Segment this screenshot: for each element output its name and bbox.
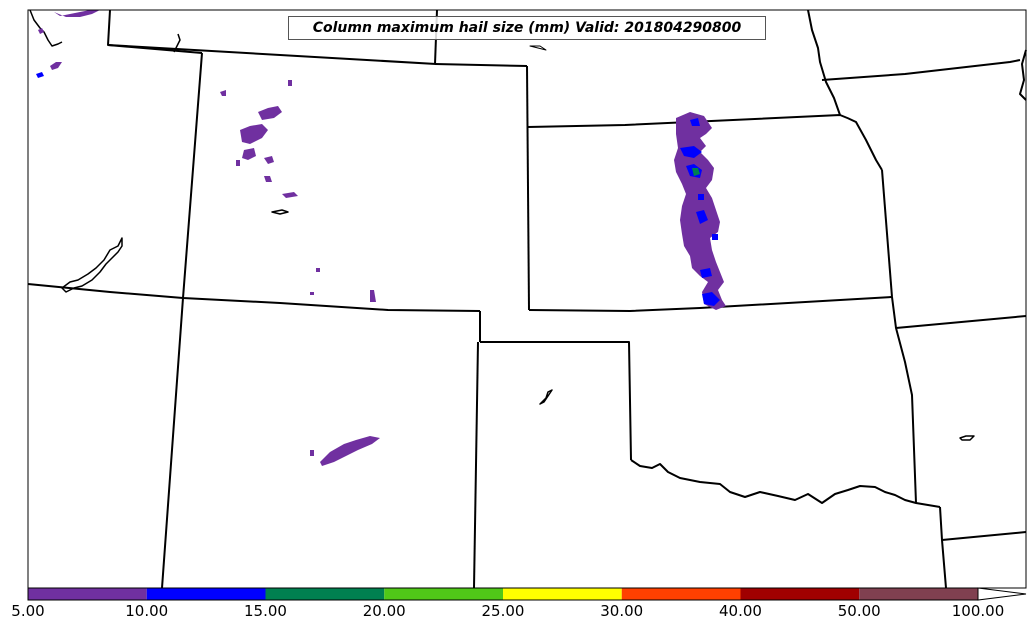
colorbar-bin-50-100 — [859, 588, 978, 600]
hail-cell-co-11 — [316, 268, 320, 272]
hail-cell-co-7 — [288, 80, 292, 86]
lake-flaming-gorge — [271, 209, 289, 215]
hail-line-ks-green — [692, 168, 700, 176]
colorbar-bin-40-50 — [740, 588, 860, 600]
hail-cell-nm — [320, 436, 380, 466]
lake-ne — [529, 45, 547, 51]
hail-cell-co-10 — [370, 290, 376, 302]
hail-cell-co-9 — [236, 160, 240, 166]
hail-cell-co-12 — [310, 292, 314, 295]
colorbar-bin-5-10 — [28, 588, 147, 600]
state-boundaries — [27, 9, 1027, 589]
hail-cell-idaho-3 — [36, 72, 44, 78]
hail-line-ks-blue-4 — [698, 194, 704, 200]
hail-line-ks-blue-7 — [700, 268, 712, 278]
colorbar-bin-25-30 — [503, 588, 622, 600]
hail-line-ks-blue-5 — [696, 210, 708, 224]
hail-line-ks-blue-6 — [712, 234, 718, 240]
border-ut-az — [27, 283, 481, 312]
colorbar-tick-label: 50.00 — [838, 602, 881, 620]
hail-cell-nm-2 — [310, 450, 314, 456]
border-ok-ar — [891, 296, 917, 504]
border-ok-tx-red-river — [630, 459, 941, 508]
lake-great-salt — [61, 237, 123, 293]
border-nm-tx — [480, 341, 632, 461]
border-ne-ks — [527, 114, 883, 171]
colorbar-tick-label: 5.00 — [11, 602, 44, 620]
hail-cell-co-2 — [240, 124, 268, 144]
hail-cell-co-3 — [242, 148, 256, 160]
colorbar-tick-label: 15.00 — [244, 602, 287, 620]
border-ar-la — [941, 531, 1027, 541]
hail-line-ks-blue-2 — [680, 146, 702, 158]
colorbar-tick-label: 100.00 — [952, 602, 1005, 620]
colorbar-bin-10-15 — [146, 588, 266, 600]
hail-cell-co-6 — [220, 90, 226, 96]
border-mississippi — [1019, 49, 1027, 101]
colorbar-bin-15-20 — [265, 588, 385, 600]
lake-wy — [173, 33, 181, 53]
hail-contours — [36, 10, 726, 466]
colorbar-tick-label: 10.00 — [125, 602, 168, 620]
hail-cell-idaho — [54, 10, 100, 17]
border-mo-ar — [895, 315, 1027, 329]
colorbar-tick-label: 20.00 — [363, 602, 406, 620]
hail-line-ks-blue-1 — [690, 118, 700, 126]
border-ne-co-north — [434, 63, 528, 67]
colorbar: 5.00 10.00 15.00 20.00 25.00 30.00 40.00 50.00 1… — [11, 587, 1027, 620]
hail-cell-co-8 — [264, 156, 274, 164]
border-ut-co — [161, 52, 203, 589]
colorbar-tick-label: 30.00 — [600, 602, 643, 620]
hail-line-ks-blue-8 — [702, 292, 720, 306]
colorbar-bin-30-40 — [621, 588, 741, 600]
border-ks-ok — [528, 296, 893, 312]
hail-cell-co-5 — [282, 192, 298, 198]
hail-cell-co-1 — [258, 106, 282, 120]
border-nm-west — [473, 341, 479, 589]
hail-cell-idaho-4 — [38, 28, 44, 34]
map-title: Column maximum hail size (mm) Valid: 201… — [288, 16, 766, 40]
border-mo-river — [807, 9, 841, 116]
hail-cell-idaho-2 — [50, 62, 62, 70]
hail-cell-co-4 — [264, 176, 272, 182]
colorbar-bin-20-25 — [384, 588, 503, 600]
colorbar-outline — [27, 587, 979, 601]
lake-idaho — [29, 9, 63, 47]
border-tx-la — [939, 506, 947, 589]
border-co-ks — [526, 65, 530, 311]
border-ks-mo — [881, 169, 893, 298]
border-mt-wy — [107, 44, 437, 65]
border-ia-mo — [821, 59, 1021, 81]
lake-tx — [959, 435, 975, 441]
colorbar-extend-arrow — [977, 587, 1027, 601]
colorbar-tick-label: 25.00 — [482, 602, 525, 620]
lake-nm-1 — [539, 389, 553, 405]
colorbar-tick-label: 40.00 — [719, 602, 762, 620]
